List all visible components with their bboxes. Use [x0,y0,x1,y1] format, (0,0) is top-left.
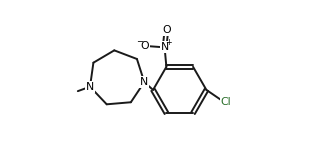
Text: −: − [136,36,144,45]
Text: +: + [166,38,172,47]
Text: O: O [162,25,171,35]
Text: N: N [86,82,94,92]
Text: Cl: Cl [220,97,231,107]
Text: N: N [140,77,149,87]
Text: N: N [161,42,169,52]
Text: O: O [141,41,149,51]
